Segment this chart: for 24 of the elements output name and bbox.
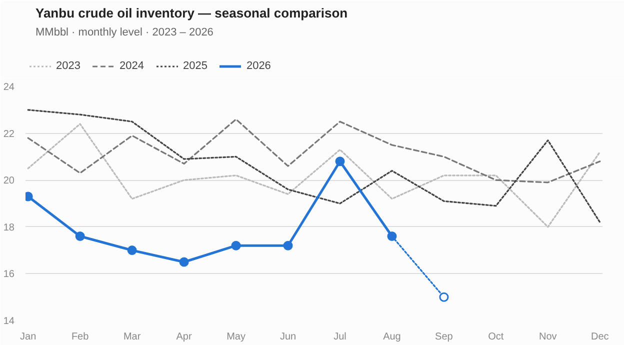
chart-subtitle: MMbbl · monthly level · 2023 – 2026 (36, 26, 214, 38)
y-tick-label: 20 (3, 176, 15, 187)
x-tick-label: Sep (435, 332, 454, 342)
x-tick-label: Jul (334, 332, 346, 342)
x-tick-label: Apr (176, 332, 192, 342)
legend-label: 2024 (119, 60, 144, 72)
x-tick-label: Nov (539, 332, 557, 342)
y-tick-label: 18 (3, 222, 15, 234)
legend-label: 2026 (246, 60, 271, 72)
chart-title: Yanbu crude oil inventory — seasonal comparison (36, 6, 348, 20)
x-tick-label: Oct (488, 332, 504, 342)
legend-label: 2023 (56, 60, 80, 72)
x-tick-label: Aug (383, 332, 401, 342)
y-tick-label: 14 (3, 316, 15, 327)
x-tick-label: May (226, 332, 246, 342)
y-tick-label: 24 (3, 82, 15, 93)
x-tick-label: Jun (280, 332, 296, 342)
x-tick-label: Jan (20, 332, 36, 342)
x-tick-label: Mar (123, 332, 142, 342)
legend-label: 2025 (182, 60, 208, 72)
y-tick-label: 22 (3, 128, 15, 140)
y-tick-label: 16 (3, 269, 15, 280)
x-tick-label: Feb (71, 332, 90, 342)
x-tick-label: Dec (591, 332, 609, 342)
